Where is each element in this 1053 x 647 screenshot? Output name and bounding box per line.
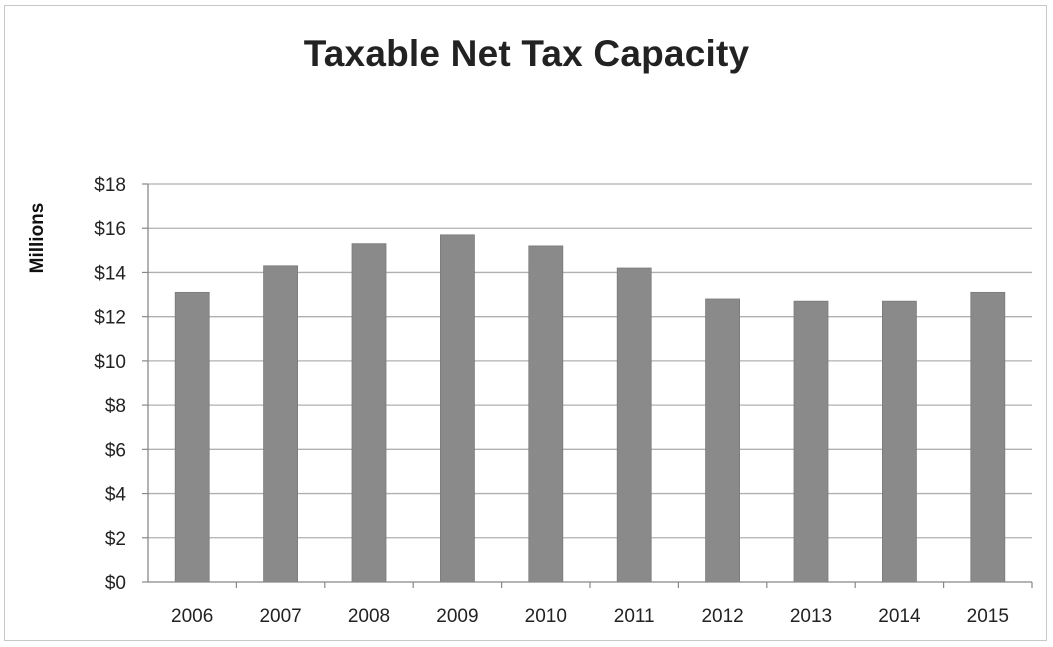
x-tick-label: 2014: [878, 606, 921, 627]
x-tick-label: 2011: [614, 606, 655, 627]
axes: [142, 183, 1033, 588]
y-tick-labels: $0 $2 $4 $6 $8 $10 $12 $14 $16 $18: [94, 175, 126, 594]
bar: [263, 265, 299, 583]
bar: [174, 291, 210, 583]
bar: [616, 267, 652, 583]
x-tick-label: 2006: [171, 606, 213, 627]
x-tick-label: 2010: [525, 606, 567, 627]
bar: [882, 300, 917, 583]
y-tick-label: $18: [94, 175, 126, 196]
y-tick-label: $14: [94, 263, 126, 284]
bar: [351, 243, 387, 583]
bar: [528, 245, 564, 583]
y-tick-label: $10: [94, 352, 126, 373]
y-tick-label: $6: [105, 440, 126, 461]
x-tick-label: 2012: [701, 606, 743, 627]
y-tick-label: $8: [105, 396, 126, 417]
bar: [439, 234, 475, 583]
x-tick-label: 2015: [967, 606, 1009, 627]
x-tick-label: 2009: [436, 606, 478, 627]
y-tick-label: $0: [105, 573, 126, 594]
bars: [174, 234, 1006, 583]
bar: [793, 300, 829, 583]
x-tick-labels: 2006 2007 2008 2009 2010 2011 2012 2013 2014 2015: [171, 606, 1009, 627]
y-tick-label: $4: [105, 485, 127, 506]
x-tick-label: 2013: [790, 606, 832, 627]
y-tick-label: $16: [94, 219, 126, 240]
y-tick-label: $2: [105, 529, 126, 550]
x-tick-label: 2007: [259, 606, 301, 627]
chart-title: Taxable Net Tax Capacity: [303, 33, 750, 74]
y-tick-label: $12: [94, 308, 126, 329]
bar: [705, 298, 740, 583]
bar: [970, 291, 1006, 583]
x-tick-label: 2008: [348, 606, 390, 627]
